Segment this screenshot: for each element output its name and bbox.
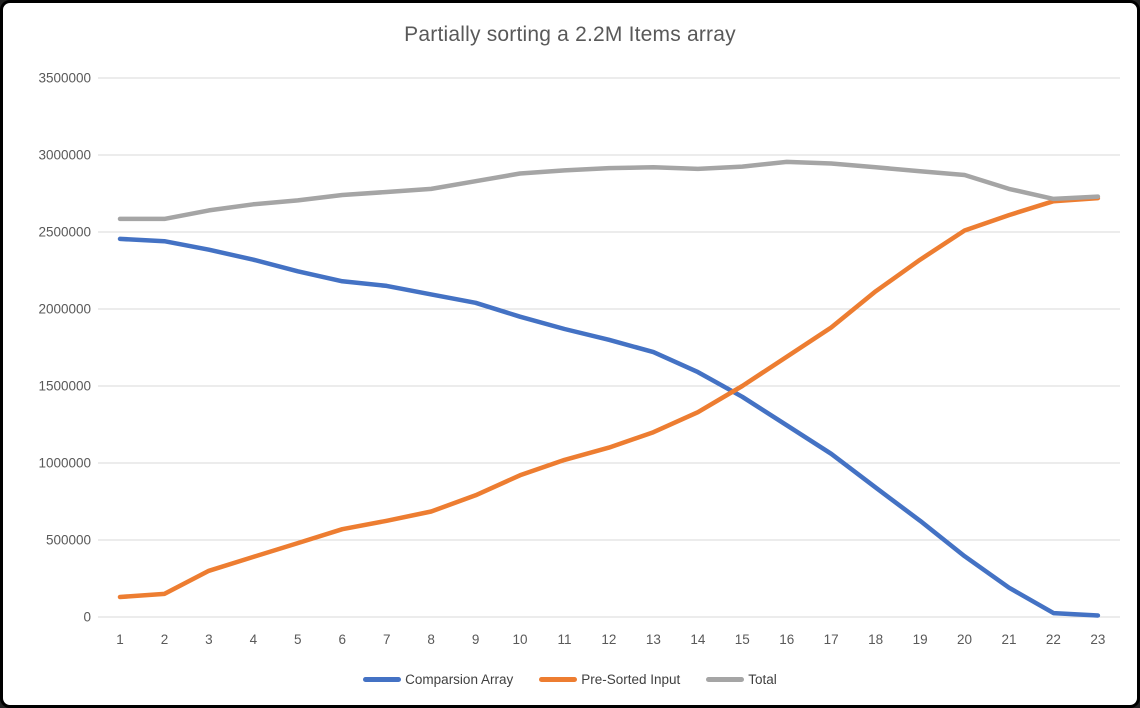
x-axis-tick-label: 8	[427, 632, 435, 647]
chart-title: Partially sorting a 2.2M Items array	[404, 23, 736, 46]
legend-swatch-icon	[706, 677, 745, 682]
legend-item-comparsion-array: Comparsion Array	[363, 672, 513, 687]
x-axis-tick-label: 9	[472, 632, 480, 647]
x-axis-tick-label: 5	[294, 632, 302, 647]
y-axis-tick-label: 1000000	[38, 456, 91, 471]
x-axis-tick-label: 23	[1090, 632, 1105, 647]
series-line-total	[117, 159, 1101, 222]
legend-item-pre-sorted-input: Pre-Sorted Input	[539, 672, 680, 687]
x-axis-tick-label: 3	[205, 632, 213, 647]
line-chart-svg: 0 500000 1000000 1500000 2000000 2500000 30000…	[38, 71, 1120, 647]
y-axis-tick-label: 2000000	[38, 302, 91, 317]
legend-label: Total	[748, 672, 777, 687]
y-axis-tick-label: 2500000	[38, 225, 91, 240]
x-axis-tick-label: 7	[383, 632, 391, 647]
x-axis-tick-label: 20	[957, 632, 972, 647]
x-axis-tick-label: 22	[1046, 632, 1061, 647]
series-line-pre-sorted-input	[117, 195, 1101, 600]
x-axis-tick-label: 16	[779, 632, 794, 647]
y-axis-tick-label: 3000000	[38, 148, 91, 163]
y-axis-tick-label: 500000	[46, 533, 91, 548]
x-axis-tick-label: 19	[913, 632, 928, 647]
legend-label: Comparsion Array	[405, 672, 514, 687]
legend-swatch-icon	[539, 677, 578, 682]
y-axis-tick-label: 3500000	[38, 71, 91, 86]
y-axis-tick-label: 0	[83, 610, 91, 625]
y-axis-tick-label: 1500000	[38, 379, 91, 394]
x-axis-tick-label: 12	[601, 632, 616, 647]
x-axis-tick-label: 17	[824, 632, 839, 647]
x-axis-tick-label: 1	[116, 632, 124, 647]
legend-swatch-icon	[363, 677, 402, 682]
x-axis-tick-label: 6	[338, 632, 346, 647]
x-axis-tick-label: 13	[646, 632, 661, 647]
legend-label: Pre-Sorted Input	[581, 672, 681, 687]
x-axis-tick-label: 2	[161, 632, 169, 647]
x-axis-tick-label: 11	[557, 632, 571, 647]
x-axis-tick-label: 18	[868, 632, 883, 647]
x-axis-tick-label: 10	[513, 632, 528, 647]
x-axis-tick-label: 21	[1001, 632, 1016, 647]
x-axis-tick-label: 4	[250, 632, 258, 647]
series-line-comparsion-array	[117, 236, 1101, 618]
x-axis-tick-label: 14	[690, 632, 706, 647]
chart-legend: Comparsion Array Pre-Sorted Input Total	[3, 672, 1137, 687]
legend-item-total: Total	[706, 672, 777, 687]
x-axis-tick-label: 15	[735, 632, 750, 647]
